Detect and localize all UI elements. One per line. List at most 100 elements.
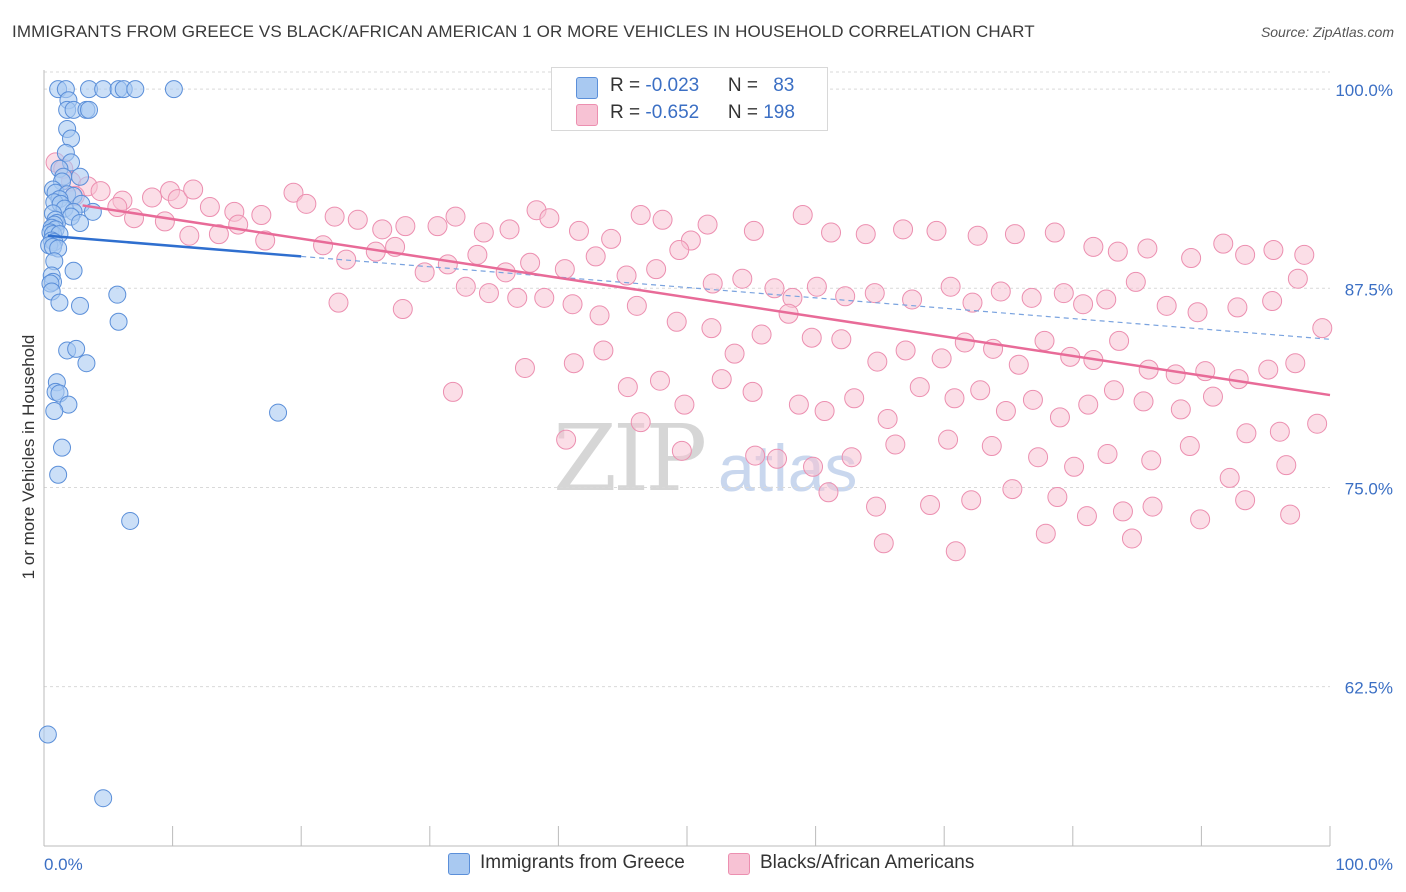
greece-point <box>71 167 90 186</box>
black-point <box>902 289 923 310</box>
black-point <box>199 197 220 218</box>
black-point <box>255 230 276 251</box>
black-point <box>179 225 200 246</box>
black-point <box>626 295 647 316</box>
black-point <box>372 219 393 240</box>
black-point <box>414 262 435 283</box>
y-tick-label: 100.0% <box>1335 81 1393 100</box>
legend-black-r-label: R = <box>610 102 646 123</box>
black-point <box>944 388 965 409</box>
black-point <box>818 482 839 503</box>
greece-point <box>121 511 140 530</box>
black-point <box>630 205 651 226</box>
black-point <box>909 377 930 398</box>
black-point <box>1097 444 1118 465</box>
greece-point <box>71 213 90 232</box>
greece-point <box>77 354 96 373</box>
black-point <box>585 246 606 267</box>
black-point <box>1002 479 1023 500</box>
x-tick-label-end: 100.0% <box>1335 855 1393 874</box>
black-point <box>940 276 961 297</box>
black-point <box>1109 330 1130 351</box>
black-point <box>1312 318 1333 339</box>
black-point <box>617 377 638 398</box>
black-point <box>1137 238 1158 259</box>
black-point <box>926 220 947 241</box>
legend-swatch-greece <box>576 77 598 99</box>
black-point <box>962 292 983 313</box>
black-point <box>751 324 772 345</box>
greece-point <box>71 296 90 315</box>
black-point <box>767 448 788 469</box>
greece-point <box>94 789 113 808</box>
black-point <box>1227 297 1248 318</box>
black-point <box>981 436 1002 457</box>
black-point <box>90 181 111 202</box>
black-point <box>674 394 695 415</box>
bottom-swatch-greece <box>448 853 470 875</box>
black-point <box>666 311 687 332</box>
greece-point <box>50 293 69 312</box>
legend-greece-r-value: -0.023 <box>645 75 700 96</box>
black-point <box>630 412 651 433</box>
black-point <box>711 369 732 390</box>
black-point <box>844 388 865 409</box>
black-point <box>1053 283 1074 304</box>
greece-point <box>164 80 183 99</box>
black-point <box>1285 353 1306 374</box>
black-point <box>1235 490 1256 511</box>
black-point <box>556 429 577 450</box>
black-point <box>324 206 345 227</box>
black-point <box>1103 380 1124 401</box>
legend-swatch-black <box>576 104 598 126</box>
black-points <box>45 152 1333 562</box>
legend-greece-n-value: 83 <box>773 75 795 96</box>
black-point <box>616 265 637 286</box>
black-point <box>945 541 966 562</box>
black-point <box>649 370 670 391</box>
black-point <box>328 292 349 313</box>
black-point <box>154 211 175 232</box>
black-point <box>990 281 1011 302</box>
black-point <box>1236 423 1257 444</box>
black-point <box>745 445 766 466</box>
black-point <box>1083 236 1104 257</box>
black-point <box>669 240 690 261</box>
black-point <box>1156 295 1177 316</box>
tick-labels: 100.0% 87.5% 75.0% 62.5% 0.0% 100.0% <box>44 81 1393 874</box>
black-point <box>442 381 463 402</box>
black-point <box>1107 241 1128 262</box>
greece-point <box>109 312 128 331</box>
greece-point <box>64 261 83 280</box>
y-axis-label: 1 or more Vehicles in Household <box>19 335 38 580</box>
black-point <box>867 351 888 372</box>
black-point <box>1202 386 1223 407</box>
black-point <box>1181 248 1202 269</box>
black-point <box>835 286 856 307</box>
black-point <box>967 225 988 246</box>
black-point <box>1276 455 1297 476</box>
black-point <box>701 318 722 339</box>
black-point <box>539 208 560 229</box>
black-point <box>478 283 499 304</box>
bottom-swatch-black <box>728 853 750 875</box>
black-point <box>1035 523 1056 544</box>
black-point <box>1287 268 1308 289</box>
black-point <box>1165 364 1186 385</box>
black-point <box>1235 244 1256 265</box>
legend-black-n-label: N = <box>727 102 764 123</box>
black-point <box>296 193 317 214</box>
black-point <box>895 340 916 361</box>
black-point <box>841 447 862 468</box>
black-point <box>183 179 204 200</box>
black-point <box>1047 487 1068 508</box>
black-point <box>742 381 763 402</box>
x-tick-label-start: 0.0% <box>44 855 83 874</box>
black-point <box>855 224 876 245</box>
black-point <box>499 219 520 240</box>
black-point <box>954 332 975 353</box>
black-point <box>520 252 541 273</box>
bottom-legend-greece-label: Immigrants from Greece <box>480 852 685 873</box>
black-point <box>589 305 610 326</box>
chart-title: IMMIGRANTS FROM GREECE VS BLACK/AFRICAN … <box>12 22 1035 41</box>
